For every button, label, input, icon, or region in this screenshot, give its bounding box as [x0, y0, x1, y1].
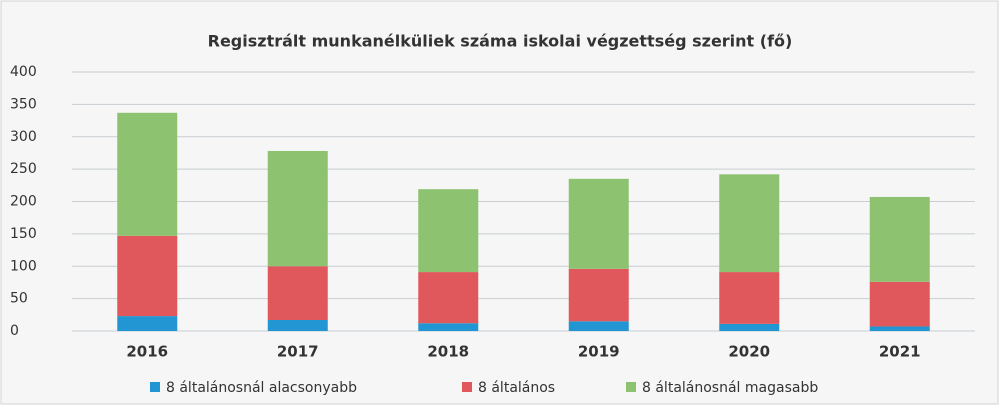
y-tick-label: 50: [10, 291, 28, 307]
y-tick-label: 100: [10, 258, 37, 274]
y-tick-label: 0: [10, 323, 19, 339]
bar-segment: [117, 112, 178, 236]
bar-segment: [568, 268, 629, 322]
bar-segment: [117, 316, 178, 331]
legend-swatch: [626, 382, 636, 392]
bar-segment: [418, 189, 479, 273]
x-tick-label: 2019: [578, 343, 620, 361]
legend-label: 8 általános: [478, 380, 555, 396]
y-tick-label: 400: [10, 64, 37, 80]
bar-segment: [117, 235, 178, 317]
legend-label: 8 általánosnál alacsonyabb: [166, 380, 357, 396]
bar-segment: [267, 150, 328, 267]
bar-segment: [418, 272, 479, 324]
x-tick-label: 2016: [126, 343, 168, 361]
bar-segment: [719, 323, 780, 331]
y-tick-label: 300: [10, 129, 37, 145]
bar-segment: [869, 326, 930, 331]
y-tick-label: 350: [10, 96, 37, 112]
bar-segment: [869, 196, 930, 282]
x-tick-label: 2017: [277, 343, 319, 361]
x-tick-label: 2018: [427, 343, 469, 361]
bar-segment: [267, 266, 328, 320]
x-tick-label: 2021: [879, 343, 921, 361]
bar-segment: [719, 272, 780, 324]
bar-segment: [267, 319, 328, 331]
legend-label: 8 általánosnál magasabb: [642, 380, 818, 396]
chart-title: Regisztrált munkanélküliek száma iskolai…: [208, 32, 793, 51]
x-tick-label: 2020: [728, 343, 770, 361]
legend-swatch: [150, 382, 160, 392]
bar-segment: [719, 174, 780, 273]
bar-segment: [568, 321, 629, 331]
y-tick-label: 150: [10, 226, 37, 242]
bar-segment: [568, 178, 629, 269]
bar-segment: [869, 281, 930, 327]
bar-segment: [418, 323, 479, 331]
y-tick-label: 250: [10, 161, 37, 177]
y-tick-label: 200: [10, 194, 37, 210]
legend-swatch: [462, 382, 472, 392]
